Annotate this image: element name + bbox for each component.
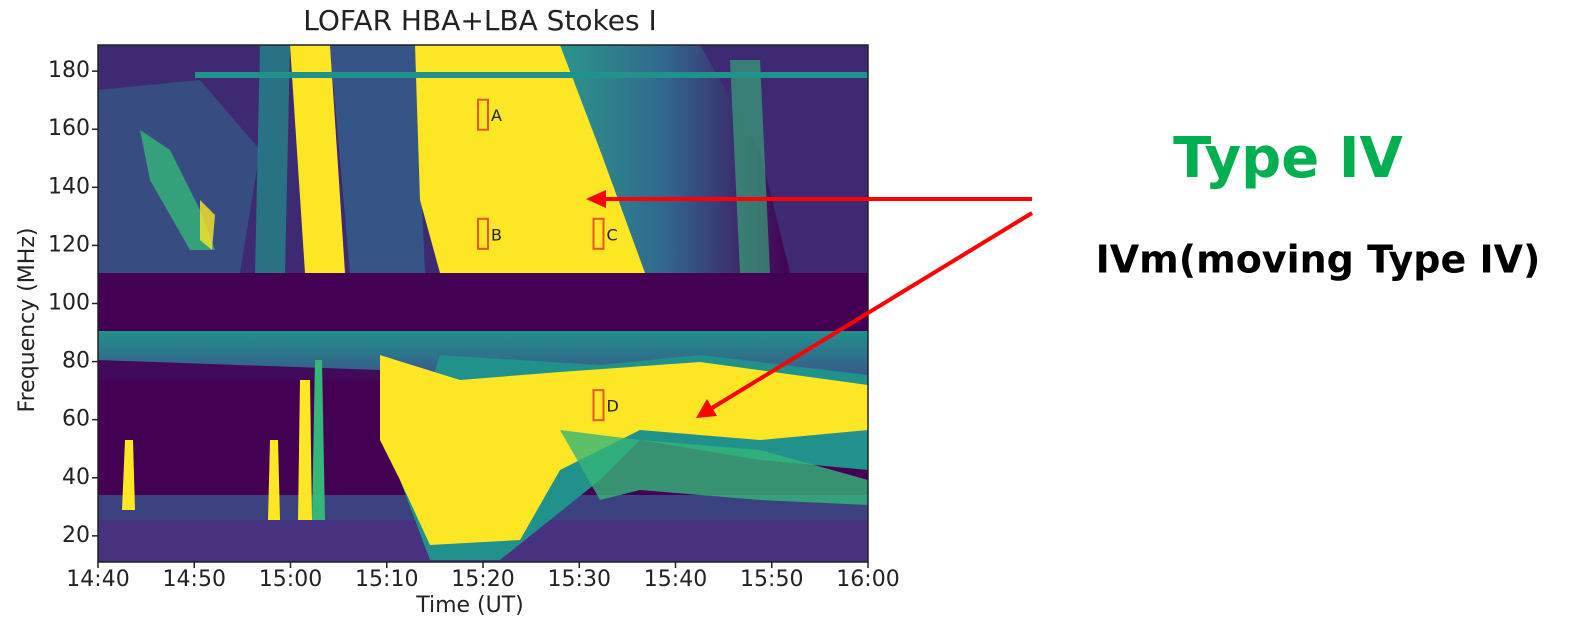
y-tick-label: 80	[62, 349, 90, 374]
annotation-label: C	[607, 225, 618, 244]
annotation-box	[592, 389, 605, 422]
x-tick-label: 15:50	[740, 567, 803, 592]
y-tick-label: 180	[48, 58, 90, 83]
x-tick-label: 16:00	[836, 567, 899, 592]
annotation-label: B	[491, 225, 502, 244]
y-tick-label: 100	[48, 291, 90, 316]
arrow-head	[586, 190, 606, 208]
x-tick-label: 15:30	[548, 567, 611, 592]
arrow-head	[696, 399, 717, 418]
annotation-box	[477, 217, 489, 250]
x-tick-label: 14:50	[163, 567, 226, 592]
x-tick-label: 14:40	[66, 567, 129, 592]
y-tick-label: 40	[62, 465, 90, 490]
arrow-line	[710, 211, 1034, 410]
y-tick-label: 20	[62, 523, 90, 548]
annotation-label: A	[491, 106, 502, 125]
annotation-label: D	[607, 397, 619, 416]
y-tick-label: 60	[62, 407, 90, 432]
callout-title: Type IV	[1173, 126, 1403, 191]
annotation-box	[477, 98, 489, 131]
y-axis-label: Frequency (MHz)	[15, 228, 40, 413]
x-tick-label: 15:00	[259, 567, 322, 592]
x-tick-label: 15:10	[355, 567, 418, 592]
chart-title: LOFAR HBA+LBA Stokes I	[303, 4, 657, 37]
arrows	[586, 190, 1034, 418]
x-tick-label: 15:40	[644, 567, 707, 592]
x-tick-label: 15:20	[451, 567, 514, 592]
annotation-box	[592, 217, 605, 250]
y-tick-label: 140	[48, 174, 90, 199]
spectrogram	[98, 45, 868, 562]
y-tick-label: 120	[48, 232, 90, 257]
y-tick-label: 160	[48, 116, 90, 141]
x-axis-label: Time (UT)	[415, 593, 524, 618]
callout-subtitle: IVm(moving Type IV)	[1096, 238, 1541, 282]
